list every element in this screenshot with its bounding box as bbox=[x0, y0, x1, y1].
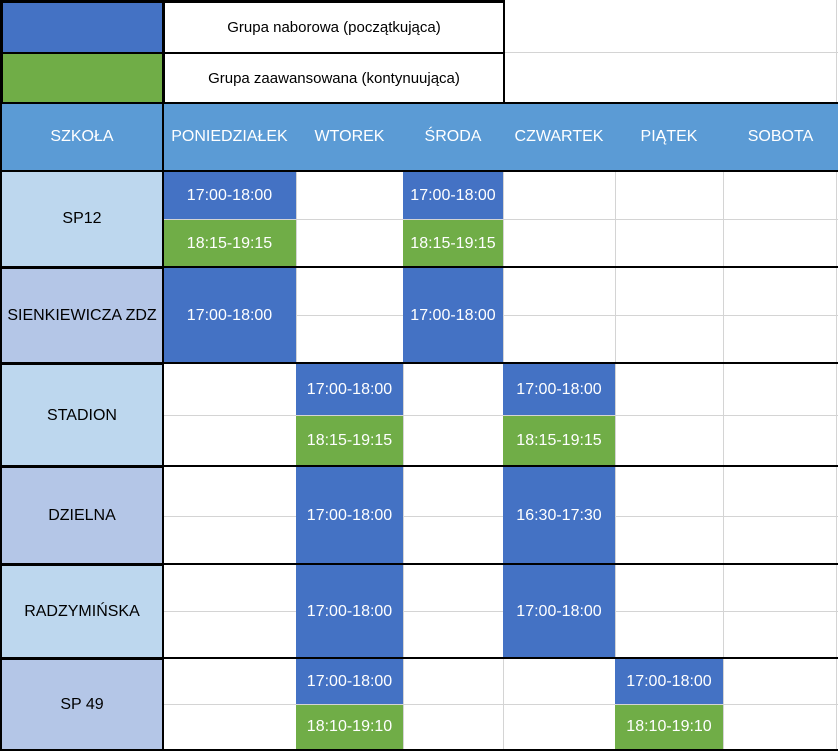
header-wednesday: ŚRODA bbox=[403, 104, 503, 170]
slot-radzyminska-thursday: 17:00-18:00 bbox=[503, 565, 615, 658]
slot-dzielna-tuesday: 17:00-18:00 bbox=[296, 467, 403, 564]
slot-sp49-friday-advanced: 18:10-19:10 bbox=[615, 705, 723, 749]
slot-sp12-wednesday-beginner: 17:00-18:00 bbox=[403, 172, 503, 219]
school-stadion: STADION bbox=[1, 364, 163, 467]
school-dzielna: DZIELNA bbox=[1, 467, 163, 565]
header-school: SZKOŁA bbox=[1, 104, 163, 170]
header-tuesday: WTOREK bbox=[296, 104, 403, 170]
slot-stadion-thursday-advanced: 18:15-19:15 bbox=[503, 416, 615, 466]
header-monday: PONIEDZIAŁEK bbox=[163, 104, 296, 170]
legend-advanced-swatch bbox=[1, 52, 165, 104]
header-saturday: SOBOTA bbox=[723, 104, 838, 170]
slot-stadion-tuesday-beginner: 17:00-18:00 bbox=[296, 364, 403, 415]
school-sienkiewicza: SIENKIEWICZA ZDZ bbox=[1, 268, 163, 364]
slot-dzielna-thursday: 16:30-17:30 bbox=[503, 467, 615, 564]
slot-sienkiewicza-monday: 17:00-18:00 bbox=[163, 268, 296, 363]
slot-sp49-friday-beginner: 17:00-18:00 bbox=[615, 659, 723, 704]
slot-stadion-thursday-beginner: 17:00-18:00 bbox=[503, 364, 615, 415]
header-friday: PIĄTEK bbox=[615, 104, 723, 170]
slot-sp12-monday-advanced: 18:15-19:15 bbox=[163, 220, 296, 267]
slot-sp12-monday-beginner: 17:00-18:00 bbox=[163, 172, 296, 219]
legend-beginner-swatch bbox=[1, 1, 165, 54]
slot-sp49-tuesday-advanced: 18:10-19:10 bbox=[296, 705, 403, 749]
legend-advanced-label: Grupa zaawansowana (kontynuująca) bbox=[163, 52, 505, 104]
school-radzyminska: RADZYMIŃSKA bbox=[1, 565, 163, 659]
school-sp12: SP12 bbox=[1, 170, 163, 268]
slot-sienkiewicza-wednesday: 17:00-18:00 bbox=[403, 268, 503, 363]
slot-sp12-wednesday-advanced: 18:15-19:15 bbox=[403, 220, 503, 267]
header-thursday: CZWARTEK bbox=[503, 104, 615, 170]
school-sp49: SP 49 bbox=[1, 659, 163, 750]
slot-sp49-tuesday-beginner: 17:00-18:00 bbox=[296, 659, 403, 704]
slot-stadion-tuesday-advanced: 18:15-19:15 bbox=[296, 416, 403, 466]
legend-beginner-label: Grupa naborowa (początkująca) bbox=[163, 1, 505, 54]
slot-radzyminska-tuesday: 17:00-18:00 bbox=[296, 565, 403, 658]
